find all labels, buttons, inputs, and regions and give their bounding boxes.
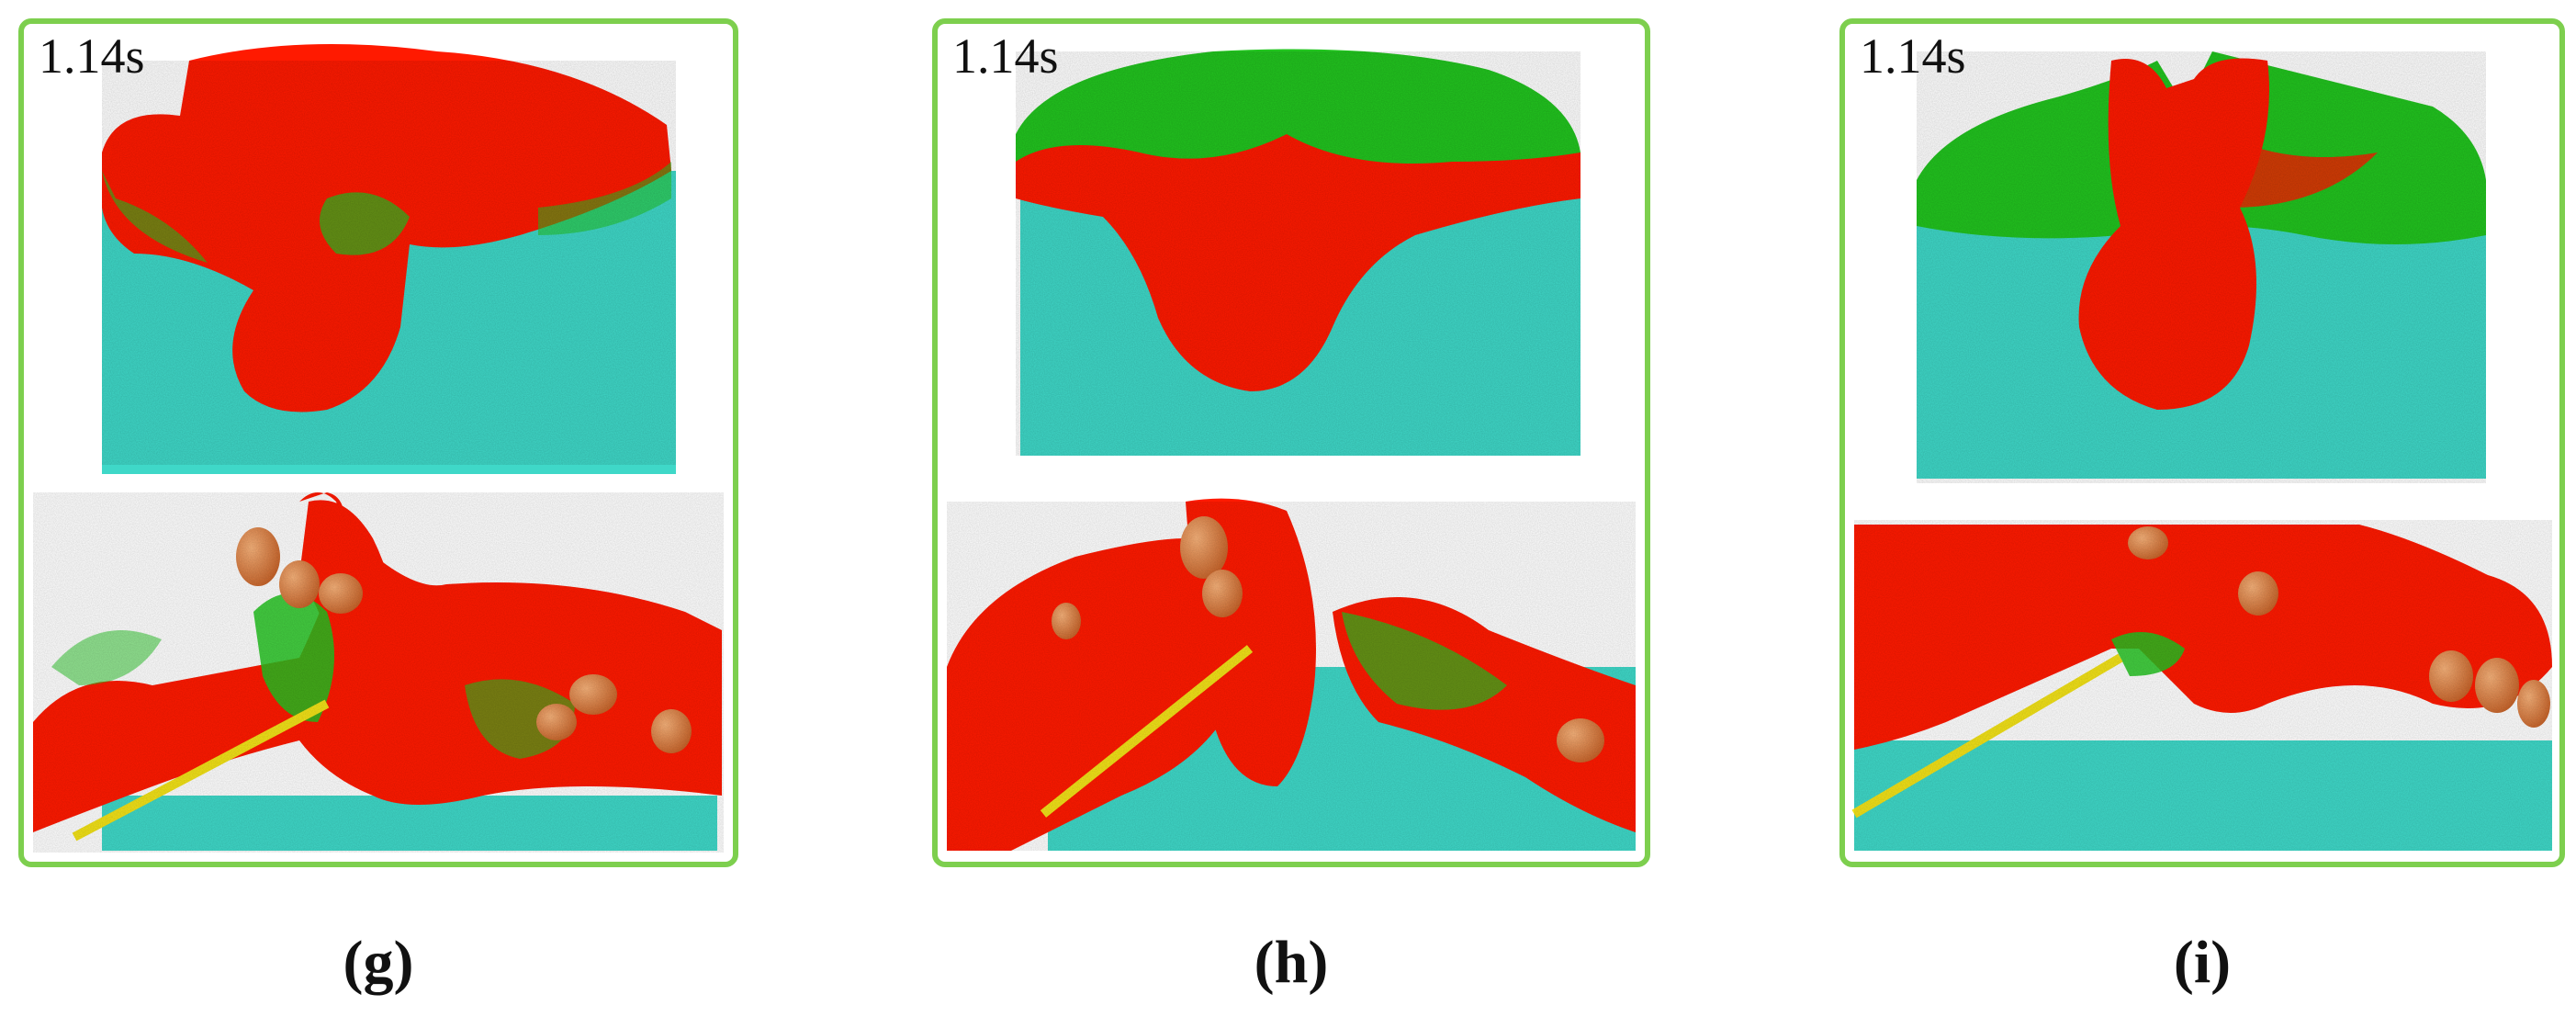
time-label-h: 1.14s xyxy=(952,28,1059,84)
panel-g: 1.14s xyxy=(18,18,738,867)
simulation-view-g xyxy=(33,44,724,853)
simulation-view-h xyxy=(947,49,1636,851)
panel-i: 1.14s xyxy=(1839,18,2565,867)
caption-g: (g) xyxy=(343,929,414,996)
simulation-view-i xyxy=(1851,51,2552,851)
caption-h: (h) xyxy=(1254,929,1329,996)
panel-h: 1.14s xyxy=(932,18,1650,867)
time-label-g: 1.14s xyxy=(39,28,145,84)
time-label-i: 1.14s xyxy=(1860,28,1966,84)
caption-i: (i) xyxy=(2173,929,2232,996)
